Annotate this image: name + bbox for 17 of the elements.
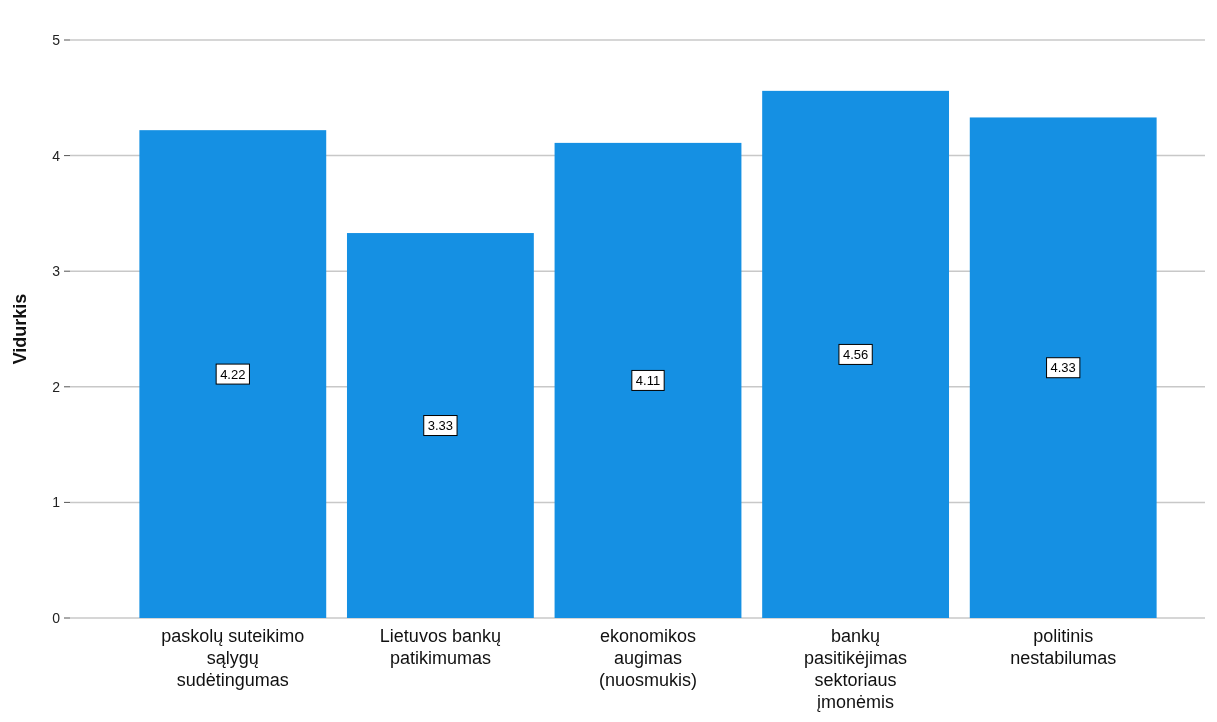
x-tick-label: politinis nestabilumas — [1010, 626, 1117, 668]
data-label: 4.11 — [635, 372, 661, 388]
x-tick-label: paskolų suteikimo sąlygų sudėtingumas — [161, 626, 305, 690]
x-tick-label: bankų pasitikėjimas sektoriaus įmonėmis — [804, 626, 908, 712]
y-tick-label: 5 — [52, 32, 61, 48]
y-axis-title: Vidurkis — [10, 293, 30, 365]
data-label: 4.56 — [842, 346, 869, 362]
y-tick-label: 2 — [52, 378, 61, 395]
x-tick-label: ekonomikos augimas (nuosmukis) — [598, 626, 698, 690]
y-tick-label: 3 — [52, 263, 61, 280]
y-tick-label: 0 — [52, 610, 61, 626]
x-tick-label: Lietuvos bankų patikimumas — [379, 626, 501, 668]
data-label: 4.33 — [1050, 360, 1076, 376]
data-label: 4.22 — [220, 366, 246, 382]
data-label: 3.33 — [427, 418, 454, 434]
y-tick-label: 1 — [52, 494, 61, 511]
y-tick-label: 4 — [52, 147, 61, 164]
